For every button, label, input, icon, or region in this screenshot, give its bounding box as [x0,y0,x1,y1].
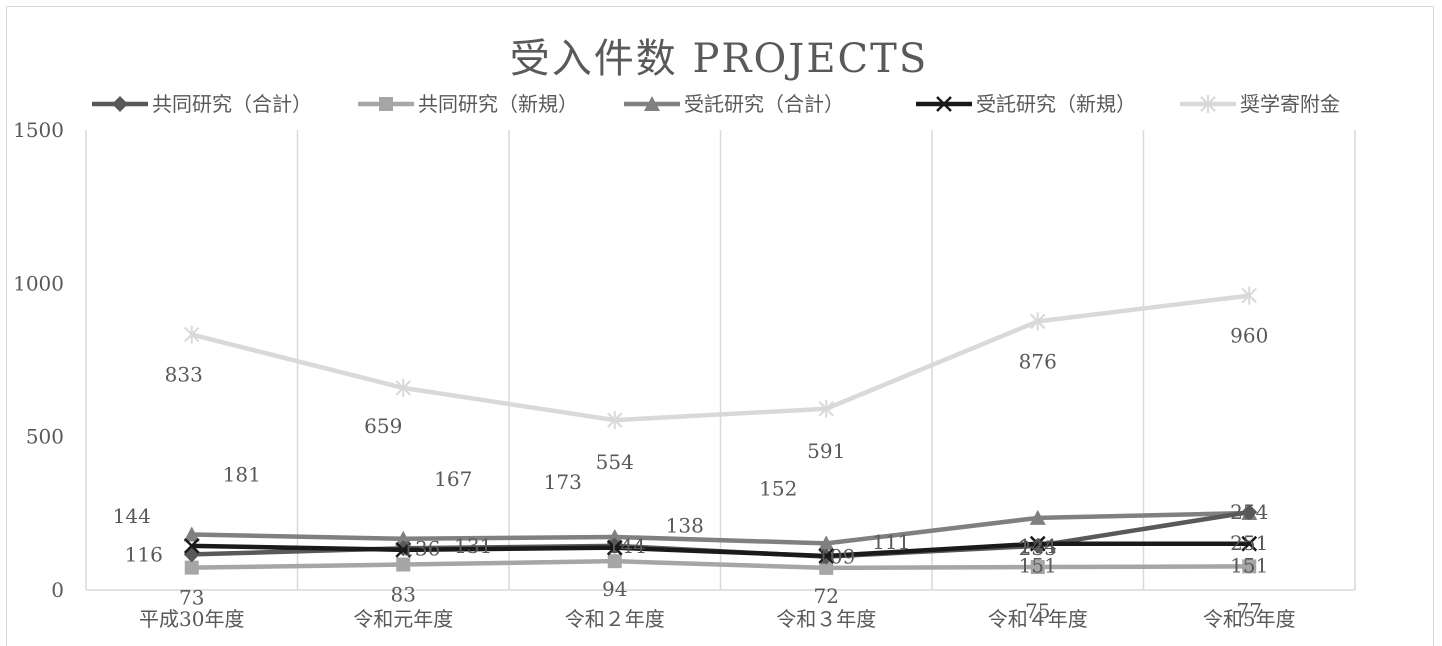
series-4 [183,535,1258,564]
data-label: 254 [1230,500,1268,524]
gridlines [85,130,1356,591]
data-point [1030,312,1046,331]
chart-title: 受入件数 PROJECTS [510,36,928,82]
legend-marker [644,96,660,111]
data-point [1241,504,1258,521]
data-point [184,325,200,344]
data-label: 138 [666,514,704,538]
legend: 共同研究（合計） 共同研究（新規） 受託研究（合計） 受託研究（新規） 奨学寄附金 [92,92,1340,116]
data-label: 73 [179,586,204,610]
data-label: 876 [1019,349,1057,373]
series-3 [183,505,1258,551]
data-label: 116 [125,542,163,566]
data-point [396,557,411,572]
data-point [183,537,200,554]
legend-marker [1200,95,1216,113]
data-label: 173 [544,470,582,494]
data-label: 83 [391,583,416,607]
data-point [183,526,200,542]
legend-label: 共同研究（合計） [152,92,312,116]
x-tick-label: 令和２年度 [565,607,665,631]
data-label: 591 [807,439,845,463]
y-tick-label: 1500 [13,118,64,142]
data-label: 136 [402,536,440,560]
legend-item: 受託研究（新規） [916,92,1136,116]
data-point [1029,535,1046,552]
data-label: 251 [1230,531,1268,555]
legend-label: 受託研究（新規） [976,92,1136,116]
legend-marker [379,97,393,111]
data-label: 144 [113,504,151,528]
data-point [606,539,623,556]
legend-item: 受託研究（合計） [624,92,844,116]
data-label: 75 [1025,599,1050,623]
data-labels: 116 136 144 109 144 254 73 83 94 72 75 77 181 167 173 1… [113,324,1269,623]
data-point [1241,286,1257,305]
x-tick-label: 令和元年度 [353,607,453,631]
legend-item: 共同研究（合計） [92,92,312,116]
data-label: 131 [454,534,492,558]
data-point [819,560,834,575]
y-axis: 0 500 1000 1500 [13,118,64,602]
legend-marker [112,96,128,112]
data-label: 659 [364,414,402,438]
data-point [606,528,623,544]
data-point [184,560,199,575]
series-layer [183,286,1258,575]
legend-label: 奨学寄附金 [1240,92,1340,116]
data-point [395,378,411,397]
x-tick-label: 令和４年度 [988,607,1088,631]
data-label: 833 [165,363,203,387]
series-line [191,293,1250,423]
x-tick-label: 令和5年度 [1203,607,1296,631]
series-2 [184,554,1257,575]
legend-label: 受託研究（合計） [684,92,844,116]
data-label: 144 [608,534,646,558]
data-point [1241,535,1258,552]
legend-marker [936,96,952,112]
y-tick-label: 0 [51,578,64,602]
data-label: 111 [872,530,910,554]
legend-label: 共同研究（新規） [418,92,578,116]
series-line [191,541,1250,559]
data-label: 72 [814,584,839,608]
data-label: 181 [223,462,261,486]
data-point [607,411,623,430]
data-point [818,548,835,564]
data-point [1030,560,1045,574]
x-axis: 平成30年度 令和元年度 令和２年度 令和３年度 令和４年度 令和5年度 [139,607,1296,631]
series-5 [184,286,1257,430]
legend-item: 共同研究（新規） [358,92,578,116]
data-point [1242,559,1257,574]
data-point [818,535,835,551]
data-label: 144 [1019,534,1057,558]
data-point [818,399,834,418]
data-label: 235 [1019,536,1057,560]
data-label: 167 [434,467,472,491]
data-label: 77 [1237,598,1262,622]
x-tick-label: 令和３年度 [776,607,876,631]
data-point [395,541,412,558]
series-line [191,510,1250,546]
data-label: 960 [1230,324,1268,348]
chart-frame [6,6,1434,646]
data-label: 151 [1230,554,1268,578]
data-point [1029,509,1046,525]
x-tick-label: 平成30年度 [139,607,244,631]
data-point [395,530,412,546]
data-label: 554 [596,450,634,474]
data-label: 109 [817,545,855,569]
y-tick-label: 1000 [13,271,64,295]
data-point [607,554,622,569]
data-label: 151 [1019,554,1057,578]
data-label: 94 [602,577,627,601]
y-tick-label: 500 [26,425,64,449]
data-label: 152 [759,476,797,500]
series-line [191,558,1250,571]
legend-item: 奨学寄附金 [1180,92,1340,116]
data-point [183,546,200,563]
